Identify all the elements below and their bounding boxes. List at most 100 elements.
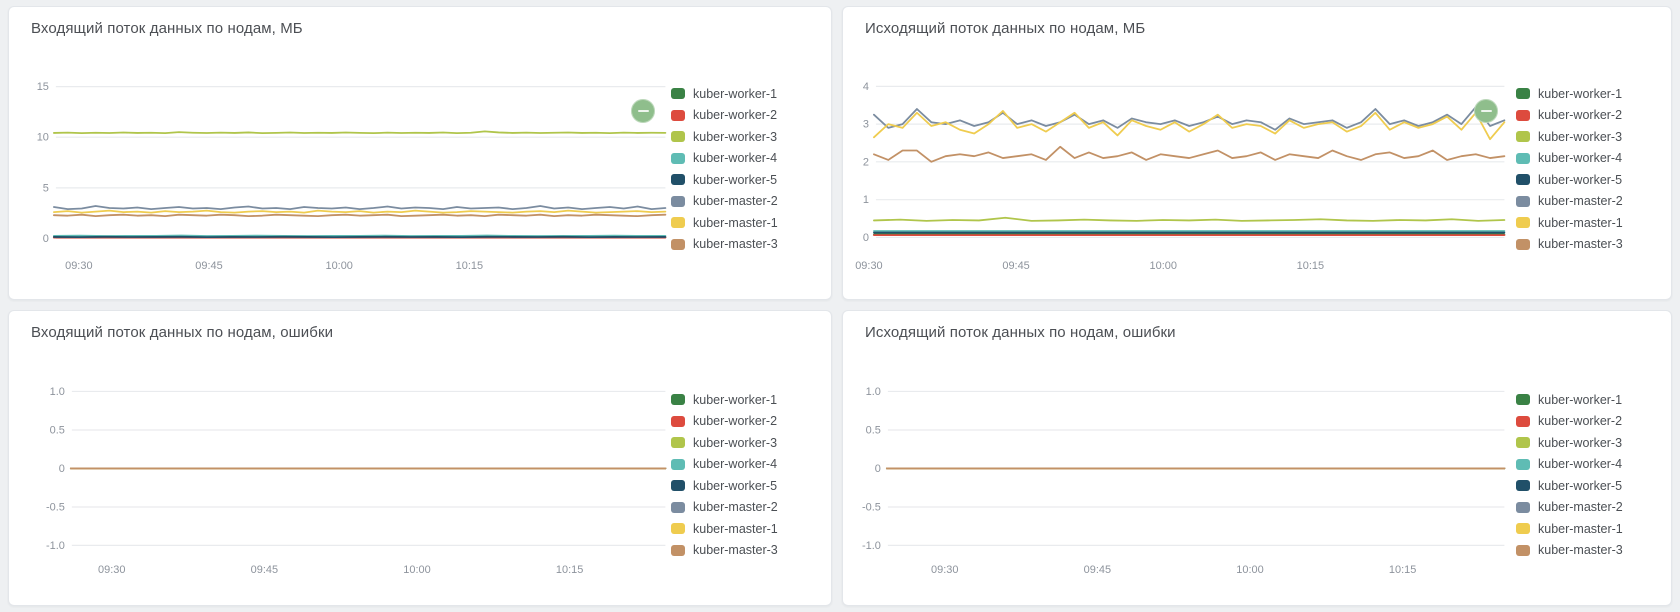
legend-item-kuber-worker-2[interactable]: kuber-worker-2 (671, 411, 778, 433)
line-chart-incoming-bytes[interactable]: 15 10 5 0 09:30 09:45 10:00 10:15 (9, 7, 831, 299)
legend-item-kuber-worker-1[interactable]: kuber-worker-1 (671, 83, 778, 105)
svg-text:10:15: 10:15 (456, 260, 483, 272)
legend-label: kuber-master-3 (1538, 237, 1623, 252)
legend-item-kuber-worker-3[interactable]: kuber-worker-3 (671, 432, 778, 454)
panel-title: Исходящий поток данных по нодам, МБ (865, 20, 1146, 37)
panel-outgoing-bytes: 4 3 2 1 0 09:30 09:45 10:00 10:15 Исходящий пото… (842, 6, 1672, 300)
svg-text:09:30: 09:30 (65, 260, 92, 272)
legend-item-kuber-worker-3[interactable]: kuber-worker-3 (1516, 432, 1623, 454)
legend-label: kuber-master-2 (693, 500, 778, 515)
legend-swatch-icon (1516, 109, 1530, 121)
legend-swatch-icon (671, 480, 685, 492)
legend-swatch-icon (1516, 480, 1530, 492)
legend-swatch-icon (671, 437, 685, 449)
legend-label: kuber-master-1 (1538, 215, 1623, 230)
legend-item-kuber-worker-4[interactable]: kuber-worker-4 (671, 454, 778, 476)
collapse-marker-button[interactable] (631, 99, 655, 123)
legend-item-kuber-worker-5[interactable]: kuber-worker-5 (671, 475, 778, 497)
collapse-marker-button[interactable] (1474, 99, 1498, 123)
legend-item-kuber-master-1[interactable]: kuber-master-1 (1516, 518, 1623, 540)
legend-label: kuber-worker-5 (693, 172, 778, 187)
svg-text:09:45: 09:45 (1084, 564, 1111, 576)
panel-title: Исходящий поток данных по нодам, ошибки (865, 324, 1176, 341)
legend-item-kuber-worker-1[interactable]: kuber-worker-1 (1516, 389, 1623, 411)
legend-item-kuber-worker-4[interactable]: kuber-worker-4 (1516, 148, 1623, 170)
legend-item-kuber-master-3[interactable]: kuber-master-3 (671, 234, 778, 256)
svg-text:09:30: 09:30 (98, 564, 125, 576)
legend-swatch-icon (1516, 238, 1530, 250)
line-chart-outgoing-bytes[interactable]: 4 3 2 1 0 09:30 09:45 10:00 10:15 (843, 7, 1671, 299)
svg-text:1.0: 1.0 (866, 386, 881, 398)
legend-item-kuber-master-2[interactable]: kuber-master-2 (1516, 191, 1623, 213)
svg-text:-1.0: -1.0 (862, 540, 881, 552)
legend-label: kuber-worker-1 (1538, 392, 1623, 407)
legend-label: kuber-worker-1 (693, 86, 778, 101)
svg-text:4: 4 (863, 81, 869, 93)
chart-legend: kuber-worker-1 kuber-worker-2 kuber-worker… (1516, 83, 1623, 255)
legend-item-kuber-master-3[interactable]: kuber-master-3 (1516, 540, 1623, 562)
svg-text:0: 0 (875, 463, 881, 475)
legend-item-kuber-master-1[interactable]: kuber-master-1 (671, 518, 778, 540)
legend-swatch-icon (1516, 544, 1530, 556)
legend-label: kuber-worker-5 (693, 478, 778, 493)
legend-swatch-icon (671, 394, 685, 406)
legend-item-kuber-master-1[interactable]: kuber-master-1 (1516, 212, 1623, 234)
legend-label: kuber-master-1 (693, 215, 778, 230)
svg-text:10:15: 10:15 (556, 564, 583, 576)
svg-text:09:45: 09:45 (1002, 260, 1029, 272)
legend-item-kuber-worker-4[interactable]: kuber-worker-4 (1516, 454, 1623, 476)
legend-item-kuber-master-1[interactable]: kuber-master-1 (671, 212, 778, 234)
legend-swatch-icon (671, 458, 685, 470)
chart-legend: kuber-worker-1 kuber-worker-2 kuber-worker… (671, 83, 778, 255)
legend-label: kuber-master-3 (693, 237, 778, 252)
legend-label: kuber-master-2 (1538, 194, 1623, 209)
legend-label: kuber-worker-2 (1538, 414, 1623, 429)
legend-item-kuber-worker-2[interactable]: kuber-worker-2 (671, 105, 778, 127)
minus-icon (637, 109, 649, 113)
legend-item-kuber-master-3[interactable]: kuber-master-3 (1516, 234, 1623, 256)
legend-label: kuber-master-2 (693, 194, 778, 209)
legend-swatch-icon (671, 238, 685, 250)
legend-item-kuber-master-3[interactable]: kuber-master-3 (671, 540, 778, 562)
svg-text:10:15: 10:15 (1389, 564, 1416, 576)
legend-swatch-icon (1516, 88, 1530, 100)
line-chart-outgoing-errors[interactable]: 1.0 0.5 0 -0.5 -1.0 09:30 09:45 10:00 10:15 (843, 311, 1671, 605)
panel-incoming-errors: 1.0 0.5 0 -0.5 -1.0 09:30 09:45 10:00 10:15 Вход… (8, 310, 832, 606)
legend-swatch-icon (671, 544, 685, 556)
svg-text:09:30: 09:30 (931, 564, 958, 576)
svg-text:10: 10 (37, 132, 49, 144)
svg-text:0: 0 (43, 233, 49, 245)
legend-swatch-icon (1516, 394, 1530, 406)
legend-label: kuber-worker-2 (1538, 108, 1623, 123)
legend-swatch-icon (1516, 501, 1530, 513)
legend-item-kuber-worker-3[interactable]: kuber-worker-3 (671, 126, 778, 148)
legend-item-kuber-worker-4[interactable]: kuber-worker-4 (671, 148, 778, 170)
legend-swatch-icon (671, 217, 685, 229)
legend-item-kuber-worker-5[interactable]: kuber-worker-5 (1516, 169, 1623, 191)
legend-item-kuber-worker-5[interactable]: kuber-worker-5 (1516, 475, 1623, 497)
legend-item-kuber-worker-2[interactable]: kuber-worker-2 (1516, 411, 1623, 433)
legend-swatch-icon (1516, 415, 1530, 427)
legend-item-kuber-master-2[interactable]: kuber-master-2 (671, 497, 778, 519)
legend-label: kuber-worker-3 (693, 129, 778, 144)
legend-item-kuber-worker-1[interactable]: kuber-worker-1 (1516, 83, 1623, 105)
legend-item-kuber-worker-1[interactable]: kuber-worker-1 (671, 389, 778, 411)
panel-outgoing-errors: 1.0 0.5 0 -0.5 -1.0 09:30 09:45 10:00 10:15 Исхо… (842, 310, 1672, 606)
legend-label: kuber-worker-5 (1538, 478, 1623, 493)
svg-text:0: 0 (863, 232, 869, 244)
legend-swatch-icon (1516, 437, 1530, 449)
legend-item-kuber-worker-2[interactable]: kuber-worker-2 (1516, 105, 1623, 127)
legend-item-kuber-worker-5[interactable]: kuber-worker-5 (671, 169, 778, 191)
legend-label: kuber-worker-2 (693, 414, 778, 429)
svg-text:0.5: 0.5 (866, 424, 881, 436)
legend-label: kuber-worker-4 (1538, 457, 1623, 472)
legend-label: kuber-master-1 (693, 521, 778, 536)
panel-incoming-bytes: 15 10 5 0 09:30 09:45 10:00 10:15 Входящий пото… (8, 6, 832, 300)
legend-item-kuber-master-2[interactable]: kuber-master-2 (671, 191, 778, 213)
svg-text:3: 3 (863, 119, 869, 131)
legend-item-kuber-master-2[interactable]: kuber-master-2 (1516, 497, 1623, 519)
line-chart-incoming-errors[interactable]: 1.0 0.5 0 -0.5 -1.0 09:30 09:45 10:00 10:15 (9, 311, 831, 605)
svg-text:0: 0 (59, 463, 65, 475)
legend-item-kuber-worker-3[interactable]: kuber-worker-3 (1516, 126, 1623, 148)
